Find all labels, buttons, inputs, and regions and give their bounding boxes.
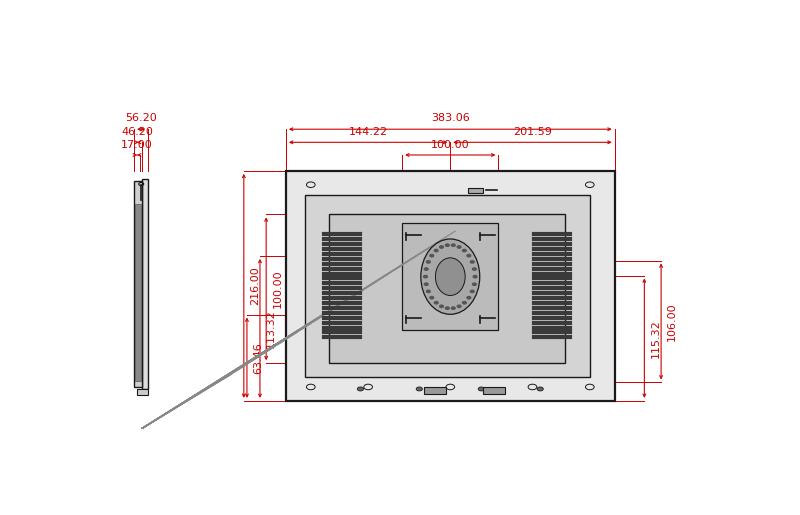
Bar [483,387,505,393]
Circle shape [462,302,466,304]
Circle shape [537,387,543,391]
Bar [134,181,142,387]
Text: 56.20: 56.20 [125,113,157,123]
Circle shape [467,254,470,257]
Text: 17.00: 17.00 [121,140,153,150]
Circle shape [473,268,476,270]
Circle shape [358,387,363,391]
Bar [142,179,148,389]
Circle shape [470,261,474,263]
Bar [305,195,590,377]
Circle shape [416,387,422,391]
Circle shape [478,387,485,391]
Bar [468,188,483,193]
Circle shape [426,290,430,293]
Circle shape [470,290,474,293]
Ellipse shape [435,258,465,296]
Text: 100.00: 100.00 [272,269,282,308]
Circle shape [473,283,476,285]
Bar [330,214,565,363]
Circle shape [458,305,461,307]
Bar [286,171,614,401]
Circle shape [451,307,455,310]
Bar [137,388,148,395]
Text: 106.00: 106.00 [667,302,678,341]
Ellipse shape [421,239,480,314]
Circle shape [434,249,438,252]
Circle shape [451,244,455,246]
Circle shape [446,307,449,310]
Bar [424,387,446,393]
Bar [402,223,498,330]
Circle shape [424,276,427,278]
Circle shape [426,261,430,263]
Circle shape [424,283,428,285]
Circle shape [440,246,443,248]
Circle shape [467,297,470,299]
Text: 201.59: 201.59 [513,127,552,137]
Circle shape [430,297,434,299]
Circle shape [440,305,443,307]
Circle shape [434,302,438,304]
Text: 216.00: 216.00 [250,266,260,305]
Bar [135,204,141,381]
Circle shape [446,244,449,246]
Circle shape [474,276,477,278]
Text: 383.06: 383.06 [431,113,470,123]
Text: 63.46: 63.46 [253,342,263,373]
Text: 113.32: 113.32 [266,309,276,348]
Text: 144.22: 144.22 [349,127,388,137]
Circle shape [424,268,428,270]
Text: 115.32: 115.32 [650,319,661,357]
Circle shape [458,246,461,248]
Circle shape [462,249,466,252]
Circle shape [430,254,434,257]
Text: 100.00: 100.00 [431,140,470,150]
Text: 46.20: 46.20 [122,127,154,137]
